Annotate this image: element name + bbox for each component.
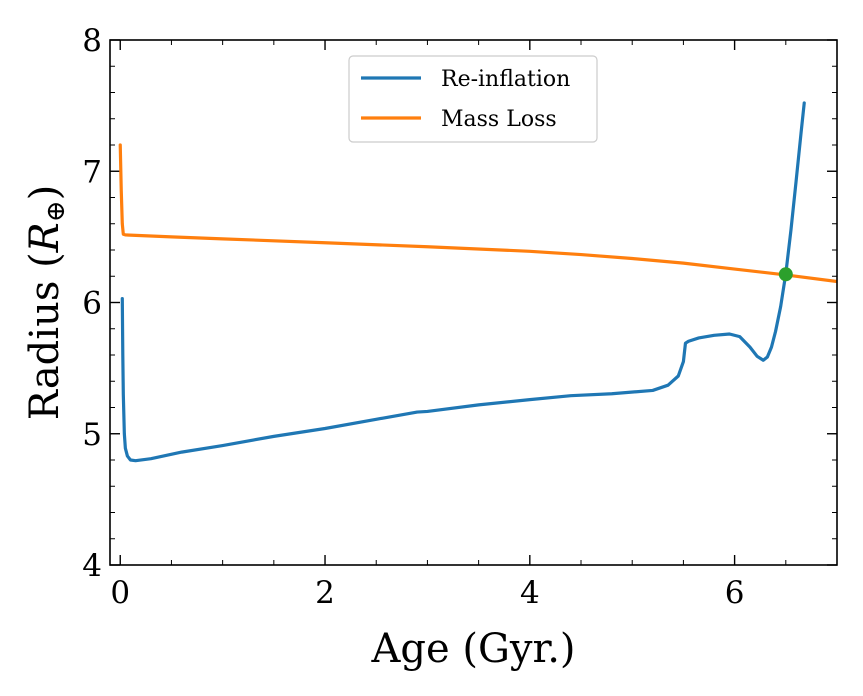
x-tick-label: 2	[315, 575, 335, 611]
y-axis-title-suffix: )	[22, 185, 68, 201]
intersection-marker	[778, 267, 793, 282]
y-tick-label: 8	[82, 23, 102, 59]
series-layer	[118, 101, 837, 463]
x-tick-label: 6	[725, 575, 745, 611]
series-line-mass-loss	[118, 143, 837, 284]
series-line-re-inflation	[120, 101, 806, 463]
y-axis-title: Radius (R⊕)	[22, 185, 71, 420]
y-tick-label: 5	[82, 417, 102, 453]
x-tick-label: 4	[520, 575, 540, 611]
legend-label-re-inflation: Re-inflation	[441, 67, 570, 92]
x-tick-label: 0	[110, 575, 130, 611]
y-axis-title-prefix: Radius (	[22, 252, 68, 420]
y-axis-title-symbol: R	[22, 222, 68, 253]
marker-layer	[778, 267, 793, 282]
y-tick-label: 6	[82, 286, 102, 322]
y-tick-label: 4	[82, 548, 102, 584]
y-tick-label: 7	[82, 154, 102, 190]
plot-frame	[109, 39, 838, 566]
legend-label-mass-loss: Mass Loss	[441, 107, 557, 132]
ticks-layer: 0 2 4 6 4 5 6 7 8	[82, 23, 838, 611]
y-axis-title-subscript: ⊕	[41, 200, 71, 222]
legend: Re-inflation Mass Loss	[348, 55, 598, 143]
x-axis-title: Age (Gyr.)	[370, 626, 575, 672]
